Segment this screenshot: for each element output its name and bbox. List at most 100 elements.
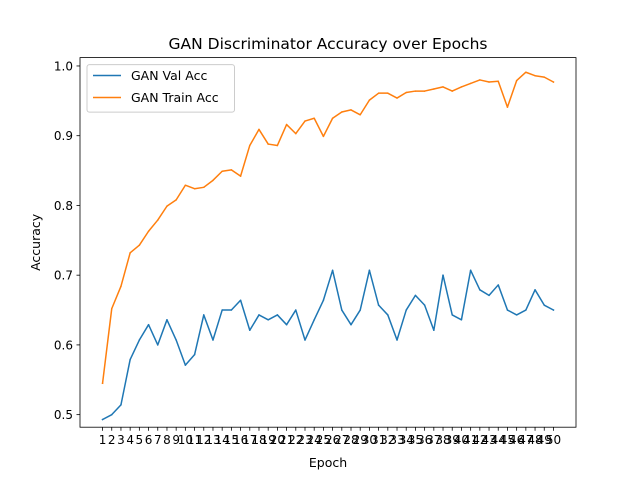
data-point xyxy=(331,269,334,272)
data-point xyxy=(166,319,168,321)
x-tick-label: 15 xyxy=(224,433,239,447)
data-point xyxy=(506,106,509,108)
x-tick-label: 28 xyxy=(343,433,358,447)
x-tick-label: 46 xyxy=(509,433,524,447)
data-point xyxy=(193,353,196,356)
data-point xyxy=(276,144,279,147)
data-point xyxy=(129,358,131,361)
data-point xyxy=(138,244,141,246)
x-tick-label: 44 xyxy=(491,433,506,447)
data-point xyxy=(322,135,325,138)
x-tick-label: 24 xyxy=(307,433,322,447)
data-point xyxy=(249,144,251,147)
data-point xyxy=(175,199,177,201)
data-point xyxy=(203,314,205,316)
data-point xyxy=(488,294,490,297)
x-tick-label: 14 xyxy=(215,433,230,447)
data-point xyxy=(331,117,334,120)
data-point xyxy=(111,307,113,310)
x-tick-label: 4 xyxy=(126,433,134,447)
data-point xyxy=(203,186,205,189)
tick-layer: 1 2 3 4 5 6 7 8 91011121314151617181920212223242… xyxy=(54,59,561,447)
data-point xyxy=(442,274,444,276)
x-tick-label: 10 xyxy=(178,433,193,447)
data-point xyxy=(120,285,122,288)
data-point xyxy=(221,309,223,311)
data-point xyxy=(129,252,131,254)
data-point xyxy=(239,175,242,177)
x-tick-label: 29 xyxy=(353,433,368,447)
data-point xyxy=(184,364,187,366)
x-tick-label: 43 xyxy=(481,433,496,447)
x-tick-label: 48 xyxy=(527,433,542,447)
x-tick-label: 23 xyxy=(297,433,312,447)
data-point xyxy=(267,143,269,145)
data-point xyxy=(166,205,168,207)
y-tick-label: 1.0 xyxy=(54,59,73,73)
data-point xyxy=(304,339,306,341)
data-point xyxy=(193,187,196,190)
y-tick-label: 0.9 xyxy=(54,129,73,143)
data-point xyxy=(350,109,352,111)
data-point xyxy=(138,339,141,341)
data-point xyxy=(534,289,536,291)
data-point xyxy=(469,269,472,272)
x-tick-label: 32 xyxy=(380,433,395,447)
data-point xyxy=(285,323,288,326)
x-tick-label: 45 xyxy=(500,433,515,447)
data-point xyxy=(405,309,407,311)
data-point xyxy=(396,339,398,341)
x-tick-label: 1 xyxy=(99,433,107,447)
data-point xyxy=(405,91,407,94)
data-point xyxy=(543,304,545,306)
data-point xyxy=(276,314,279,316)
x-tick-label: 26 xyxy=(325,433,340,447)
x-tick-label: 22 xyxy=(288,433,303,447)
x-tick-label: 30 xyxy=(362,433,377,447)
x-tick-label: 37 xyxy=(426,433,441,447)
data-point xyxy=(460,86,463,88)
x-tick-label: 36 xyxy=(417,433,432,447)
x-tick-label: 13 xyxy=(205,433,220,447)
x-tick-label: 27 xyxy=(334,433,349,447)
series-train-acc xyxy=(101,71,555,385)
x-tick-label: 38 xyxy=(435,433,450,447)
data-point xyxy=(451,90,453,92)
data-point xyxy=(341,111,343,113)
x-tick-label: 47 xyxy=(518,433,533,447)
data-point xyxy=(396,97,398,99)
data-point xyxy=(239,299,242,302)
x-tick-label: 12 xyxy=(196,433,211,447)
x-tick-label: 16 xyxy=(233,433,248,447)
data-point xyxy=(497,284,499,286)
legend-label-train: GAN Train Acc xyxy=(131,90,219,105)
x-tick-label: 17 xyxy=(242,433,257,447)
data-point xyxy=(147,230,150,232)
data-point xyxy=(534,74,536,77)
legend-label-val: GAN Val Acc xyxy=(131,68,207,83)
data-point xyxy=(258,128,260,131)
data-point xyxy=(497,80,499,83)
data-point xyxy=(295,309,297,311)
x-axis-label: Epoch xyxy=(309,455,347,470)
x-tick-label: 31 xyxy=(371,433,386,447)
data-point xyxy=(313,117,315,120)
data-point xyxy=(313,319,315,321)
data-point xyxy=(249,329,251,332)
data-point xyxy=(423,90,426,92)
x-tick-label: 11 xyxy=(187,433,202,447)
y-tick-label: 0.8 xyxy=(54,199,73,213)
x-tick-label: 3 xyxy=(117,433,125,447)
data-point xyxy=(543,76,545,78)
data-point xyxy=(525,71,527,73)
x-tick-label: 18 xyxy=(251,433,266,447)
series-layer xyxy=(101,71,555,421)
data-point xyxy=(157,219,159,221)
x-tick-label: 50 xyxy=(546,433,561,447)
x-tick-label: 33 xyxy=(389,433,404,447)
data-point xyxy=(460,319,463,321)
data-point xyxy=(552,81,555,83)
x-tick-label: 21 xyxy=(279,433,294,447)
series-val-acc xyxy=(101,269,555,421)
series-line xyxy=(101,269,555,421)
